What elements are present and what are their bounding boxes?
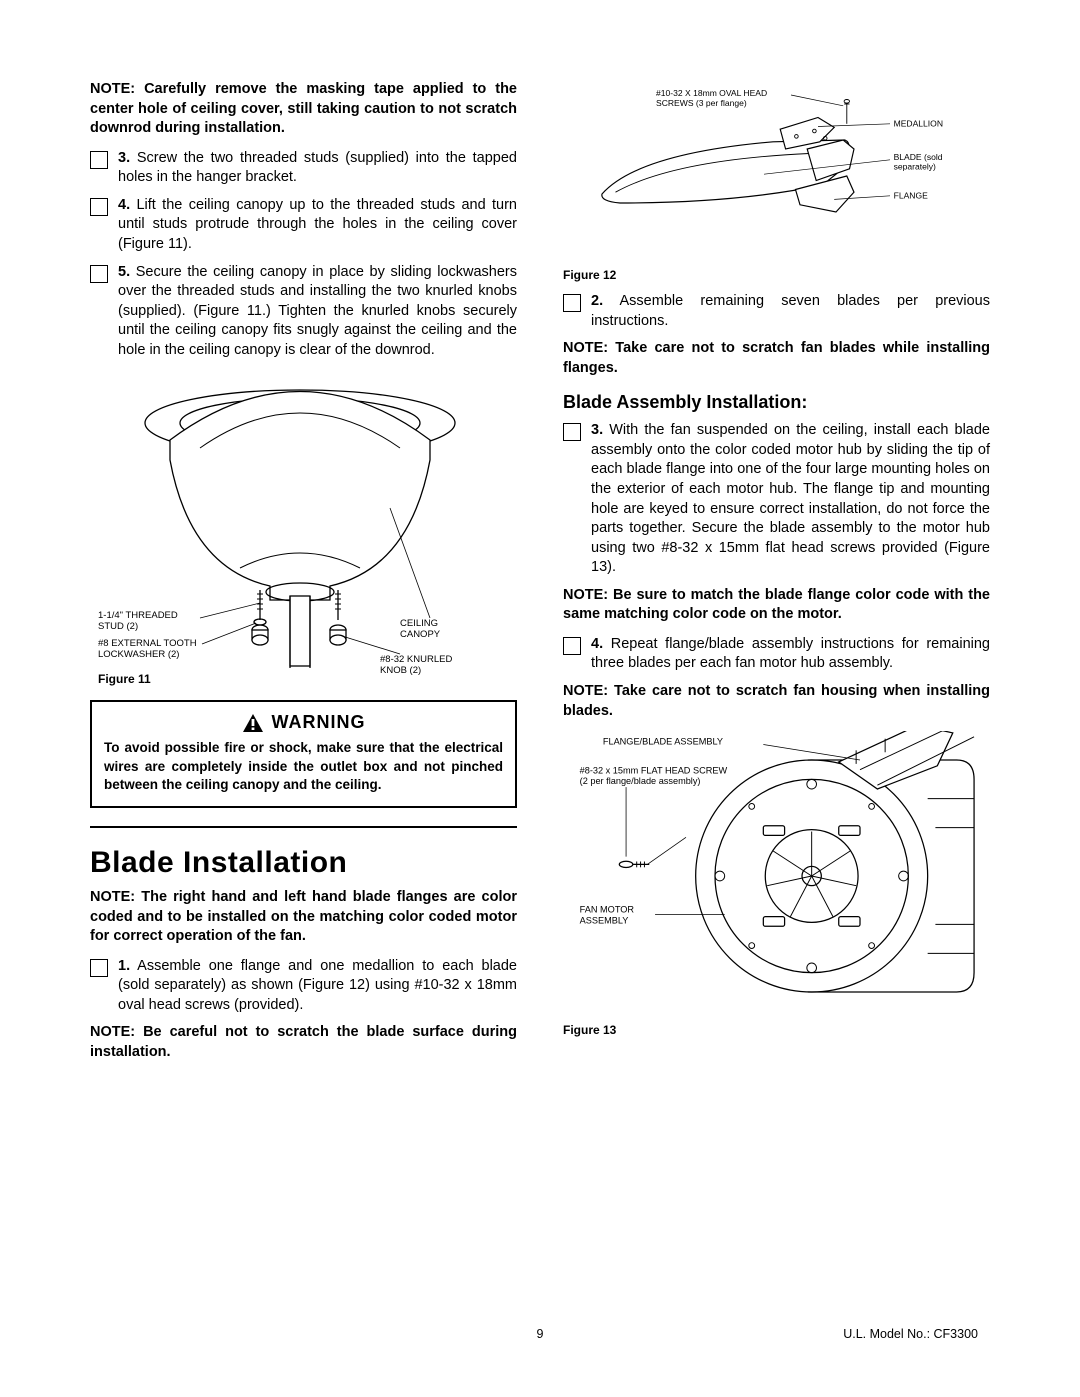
step-body-text: Assemble remaining seven blades per prev… xyxy=(591,293,990,329)
step-number: 5. xyxy=(118,264,130,280)
step-3b: 3. With the fan suspended on the ceiling… xyxy=(563,421,990,578)
figure-12: #10-32 X 18mm OVAL HEAD SCREWS (3 per fl… xyxy=(563,86,990,282)
svg-text:SCREWS (3 per flange): SCREWS (3 per flange) xyxy=(656,98,747,108)
svg-text:#10-32 X 18mm OVAL HEAD: #10-32 X 18mm OVAL HEAD xyxy=(656,88,767,98)
svg-text:#8 EXTERNAL TOOTH: #8 EXTERNAL TOOTH xyxy=(98,638,197,649)
step-3: 3. Screw the two threaded studs (supplie… xyxy=(90,149,517,188)
step-text: 3. With the fan suspended on the ceiling… xyxy=(591,421,990,578)
svg-text:CANOPY: CANOPY xyxy=(400,629,441,640)
step-checkbox[interactable] xyxy=(563,423,581,441)
step-checkbox[interactable] xyxy=(90,198,108,216)
svg-text:FLANGE/BLADE ASSEMBLY: FLANGE/BLADE ASSEMBLY xyxy=(603,737,723,747)
figure-13-caption: Figure 13 xyxy=(563,1023,990,1037)
warning-body-text: To avoid possible fire or shock, make su… xyxy=(104,739,503,794)
step-checkbox[interactable] xyxy=(90,151,108,169)
step-2: 2. Assemble remaining seven blades per p… xyxy=(563,292,990,331)
right-column: #10-32 X 18mm OVAL HEAD SCREWS (3 per fl… xyxy=(557,80,990,1072)
svg-text:FLANGE: FLANGE xyxy=(894,191,928,201)
section-blade-installation: Blade Installation xyxy=(90,846,517,880)
step-text: 5. Secure the ceiling canopy in place by… xyxy=(118,263,517,361)
note-masking-tape: NOTE: Carefully remove the masking tape … xyxy=(90,80,517,139)
step-4: 4. Lift the ceiling canopy up to the thr… xyxy=(90,196,517,255)
step-checkbox[interactable] xyxy=(90,959,108,977)
svg-text:BLADE (sold: BLADE (sold xyxy=(894,152,943,162)
step-text: 3. Screw the two threaded studs (supplie… xyxy=(118,149,517,188)
warning-heading-text: WARNING xyxy=(272,712,366,733)
page-number: 9 xyxy=(537,1327,544,1341)
subhead-blade-assembly: Blade Assembly Installation: xyxy=(563,392,990,413)
svg-text:KNOB (2): KNOB (2) xyxy=(380,665,421,676)
section-divider xyxy=(90,826,517,828)
figure-11: 1-1/4" THREADED STUD (2) #8 EXTERNAL TOO… xyxy=(90,368,517,688)
step-text: 1. Assemble one flange and one medallion… xyxy=(118,957,517,1016)
warning-triangle-icon xyxy=(242,713,264,733)
note-match-color: NOTE: Be sure to match the blade flange … xyxy=(563,586,990,625)
step-checkbox[interactable] xyxy=(563,294,581,312)
figure-12-caption: Figure 12 xyxy=(563,268,990,282)
svg-text:ASSEMBLY: ASSEMBLY xyxy=(580,915,629,925)
step-body-text: Secure the ceiling canopy in place by sl… xyxy=(118,264,517,358)
step-body-text: With the fan suspended on the ceiling, i… xyxy=(591,422,990,575)
warning-header: WARNING xyxy=(104,712,503,733)
note-scratch-blade: NOTE: Be careful not to scratch the blad… xyxy=(90,1023,517,1062)
step-checkbox[interactable] xyxy=(563,637,581,655)
step-number: 1. xyxy=(118,958,130,974)
figure-13: FLANGE/BLADE ASSEMBLY #8-32 x 15mm FLAT … xyxy=(563,731,990,1037)
step-body-text: Lift the ceiling canopy up to the thread… xyxy=(118,197,517,252)
step-4b: 4. Repeat flange/blade assembly instruct… xyxy=(563,635,990,674)
svg-text:FAN MOTOR: FAN MOTOR xyxy=(580,905,635,915)
step-number: 3. xyxy=(118,150,130,166)
figure-11-caption: Figure 11 xyxy=(98,672,151,686)
step-number: 2. xyxy=(591,293,603,309)
svg-text:#8-32 KNURLED: #8-32 KNURLED xyxy=(380,654,452,665)
note-color-coded: NOTE: The right hand and left hand blade… xyxy=(90,888,517,947)
svg-text:separately): separately) xyxy=(894,162,936,172)
step-text: 4. Lift the ceiling canopy up to the thr… xyxy=(118,196,517,255)
svg-text:LOCKWASHER (2): LOCKWASHER (2) xyxy=(98,649,179,660)
page-footer: 9 U.L. Model No.: CF3300 xyxy=(0,1327,1080,1341)
step-5: 5. Secure the ceiling canopy in place by… xyxy=(90,263,517,361)
svg-text:STUD (2): STUD (2) xyxy=(98,621,138,632)
svg-text:CEILING: CEILING xyxy=(400,618,438,629)
step-number: 3. xyxy=(591,422,603,438)
step-body-text: Repeat flange/blade assembly instruction… xyxy=(591,636,990,672)
svg-text:(2 per flange/blade assembly): (2 per flange/blade assembly) xyxy=(580,776,701,786)
page-content: NOTE: Carefully remove the masking tape … xyxy=(0,0,1080,1072)
left-column: NOTE: Carefully remove the masking tape … xyxy=(90,80,523,1072)
note-scratch-housing: NOTE: Take care not to scratch fan housi… xyxy=(563,682,990,721)
step-number: 4. xyxy=(118,197,130,213)
warning-box: WARNING To avoid possible fire or shock,… xyxy=(90,700,517,808)
note-scratch-flanges: NOTE: Take care not to scratch fan blade… xyxy=(563,339,990,378)
step-1: 1. Assemble one flange and one medallion… xyxy=(90,957,517,1016)
svg-text:#8-32 x 15mm FLAT HEAD SCREW: #8-32 x 15mm FLAT HEAD SCREW xyxy=(580,766,728,776)
step-checkbox[interactable] xyxy=(90,265,108,283)
step-text: 2. Assemble remaining seven blades per p… xyxy=(591,292,990,331)
step-body-text: Screw the two threaded studs (supplied) … xyxy=(118,150,517,186)
svg-text:1-1/4" THREADED: 1-1/4" THREADED xyxy=(98,610,178,621)
step-number: 4. xyxy=(591,636,603,652)
model-number: U.L. Model No.: CF3300 xyxy=(843,1327,978,1341)
step-text: 4. Repeat flange/blade assembly instruct… xyxy=(591,635,990,674)
step-body-text: Assemble one flange and one medallion to… xyxy=(118,958,517,1013)
svg-text:MEDALLION: MEDALLION xyxy=(894,119,943,129)
